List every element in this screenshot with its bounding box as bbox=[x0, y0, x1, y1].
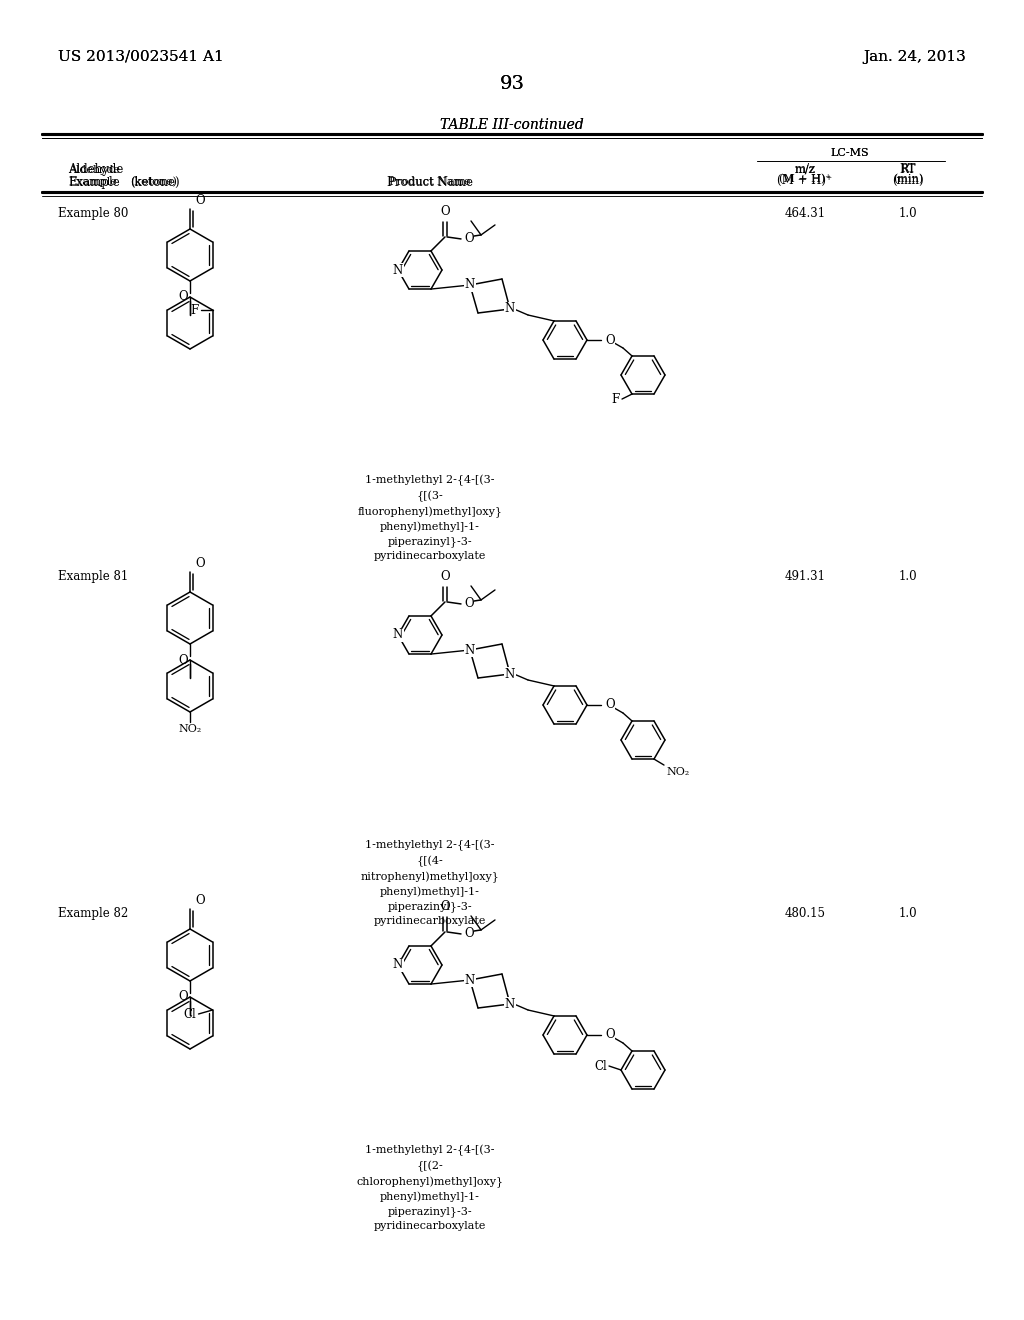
Text: O: O bbox=[440, 900, 450, 913]
Text: O: O bbox=[464, 928, 474, 940]
Text: Jan. 24, 2013: Jan. 24, 2013 bbox=[863, 50, 966, 63]
Text: O: O bbox=[178, 653, 188, 667]
Text: Product Name: Product Name bbox=[387, 176, 473, 189]
Text: O: O bbox=[178, 990, 188, 1003]
Text: O: O bbox=[195, 557, 205, 570]
Text: F: F bbox=[190, 304, 199, 317]
Text: O: O bbox=[195, 194, 205, 207]
Text: Jan. 24, 2013: Jan. 24, 2013 bbox=[863, 50, 966, 63]
Text: 480.15: 480.15 bbox=[784, 907, 825, 920]
Text: LC-MS: LC-MS bbox=[830, 148, 869, 158]
Text: N: N bbox=[393, 958, 403, 972]
Text: 93: 93 bbox=[500, 75, 524, 92]
Text: 1-methylethyl 2-{4-[(3-
{[(3-
fluorophenyl)methyl]oxy}
phenyl)methyl]-1-
piperaz: 1-methylethyl 2-{4-[(3- {[(3- fluorophen… bbox=[357, 475, 503, 561]
Text: TABLE III-continued: TABLE III-continued bbox=[440, 117, 584, 132]
Text: 491.31: 491.31 bbox=[784, 570, 825, 583]
Text: 93: 93 bbox=[500, 75, 524, 92]
Text: RT: RT bbox=[900, 164, 915, 174]
Text: N: N bbox=[393, 264, 403, 276]
Text: Product Name: Product Name bbox=[389, 177, 471, 187]
Text: N: N bbox=[505, 998, 515, 1011]
Text: N: N bbox=[465, 974, 475, 986]
Text: O: O bbox=[195, 894, 205, 907]
Text: N: N bbox=[465, 279, 475, 292]
Text: 1.0: 1.0 bbox=[899, 207, 918, 220]
Text: (M + H)⁺: (M + H)⁺ bbox=[779, 174, 831, 185]
Text: O: O bbox=[464, 232, 474, 246]
Text: LC-MS: LC-MS bbox=[830, 148, 869, 158]
Text: Example 81: Example 81 bbox=[58, 570, 128, 583]
Text: (ketone): (ketone) bbox=[130, 177, 177, 187]
Text: O: O bbox=[440, 570, 450, 583]
Text: (min): (min) bbox=[892, 174, 924, 187]
Text: (M + H)⁺: (M + H)⁺ bbox=[777, 174, 833, 187]
Text: 464.31: 464.31 bbox=[784, 207, 825, 220]
Text: N: N bbox=[393, 628, 403, 642]
Text: Example: Example bbox=[68, 177, 117, 187]
Text: RT: RT bbox=[900, 162, 916, 176]
Text: 1-methylethyl 2-{4-[(3-
{[(4-
nitrophenyl)methyl]oxy}
phenyl)methyl]-1-
piperazi: 1-methylethyl 2-{4-[(3- {[(4- nitropheny… bbox=[360, 840, 500, 927]
Text: 1.0: 1.0 bbox=[899, 570, 918, 583]
Text: Cl: Cl bbox=[594, 1060, 607, 1072]
Text: m/z: m/z bbox=[795, 162, 816, 176]
Text: N: N bbox=[505, 302, 515, 315]
Text: US 2013/0023541 A1: US 2013/0023541 A1 bbox=[58, 50, 224, 63]
Text: Example 80: Example 80 bbox=[58, 207, 128, 220]
Text: Aldehyde: Aldehyde bbox=[68, 162, 123, 176]
Text: 1.0: 1.0 bbox=[899, 907, 918, 920]
Text: m/z: m/z bbox=[795, 164, 815, 174]
Text: TABLE III-continued: TABLE III-continued bbox=[440, 117, 584, 132]
Text: O: O bbox=[178, 290, 188, 304]
Text: (ketone): (ketone) bbox=[130, 176, 179, 189]
Text: O: O bbox=[464, 598, 474, 610]
Text: O: O bbox=[605, 698, 614, 711]
Text: 1-methylethyl 2-{4-[(3-
{[(2-
chlorophenyl)methyl]oxy}
phenyl)methyl]-1-
piperaz: 1-methylethyl 2-{4-[(3- {[(2- chlorophen… bbox=[356, 1144, 504, 1232]
Text: (min): (min) bbox=[893, 174, 923, 185]
Text: US 2013/0023541 A1: US 2013/0023541 A1 bbox=[58, 50, 224, 63]
Text: N: N bbox=[505, 668, 515, 681]
Text: Example: Example bbox=[68, 176, 120, 189]
Text: Aldehyde: Aldehyde bbox=[68, 165, 120, 176]
Text: NO₂: NO₂ bbox=[666, 767, 689, 777]
Text: F: F bbox=[611, 392, 620, 405]
Text: Cl: Cl bbox=[183, 1007, 197, 1020]
Text: O: O bbox=[440, 205, 450, 218]
Text: NO₂: NO₂ bbox=[178, 723, 202, 734]
Text: N: N bbox=[465, 644, 475, 656]
Text: Example 82: Example 82 bbox=[58, 907, 128, 920]
Text: O: O bbox=[605, 334, 614, 346]
Text: O: O bbox=[605, 1028, 614, 1041]
